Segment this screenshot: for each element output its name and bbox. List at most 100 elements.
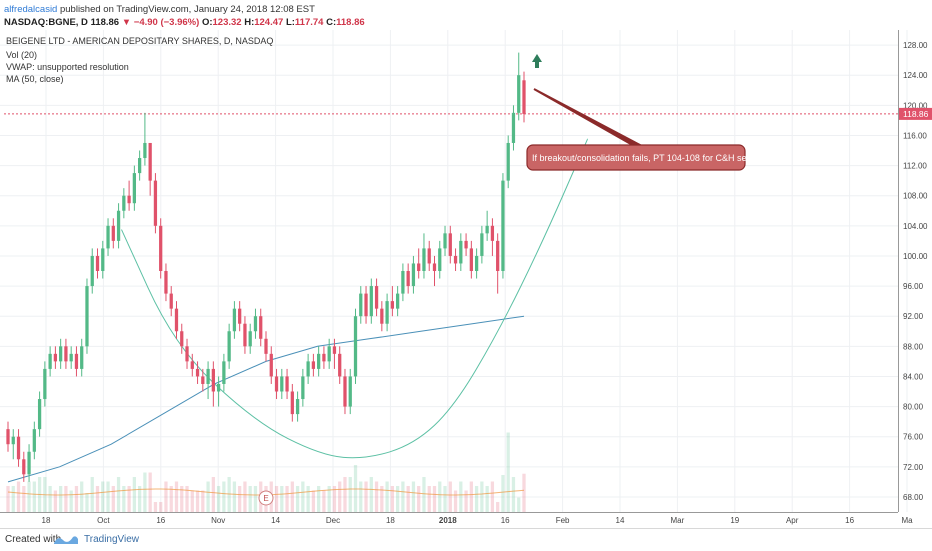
volume-bar	[501, 475, 505, 512]
candle-body	[211, 368, 215, 392]
volume-bar	[417, 486, 421, 512]
candle-body	[348, 376, 352, 407]
y-tick-label: 124.00	[903, 71, 928, 80]
x-tick-label: 16	[845, 516, 854, 525]
candle-body	[317, 353, 321, 369]
high-value: 124.47	[254, 17, 284, 28]
candle-body	[438, 248, 442, 271]
price-axis[interactable]: 128.00 124.00 120.00 116.00 112.00 108.00 104.…	[903, 41, 928, 502]
volume-bar	[211, 477, 215, 512]
volume-bar	[90, 477, 94, 512]
candle-body	[159, 225, 163, 271]
candle-body	[417, 263, 421, 271]
y-tick-label: 88.00	[903, 342, 924, 351]
callout-box[interactable]	[526, 144, 746, 171]
volume-bar	[448, 481, 452, 512]
legend-vwap[interactable]: VWAP: unsupported resolution	[6, 62, 129, 72]
volume-bar	[95, 486, 100, 512]
candle-body	[506, 142, 510, 181]
candle-body	[206, 368, 210, 384]
candle-body	[432, 263, 437, 271]
symbol: NASDAQ:BGNE, D	[4, 17, 88, 28]
candle-body	[427, 248, 431, 264]
candle-body	[90, 255, 94, 287]
volume-bar	[422, 477, 426, 512]
published-text: published on TradingView.com, January 24…	[59, 4, 315, 15]
callout-text: If breakout/consolidation fails, PT 104-…	[532, 153, 759, 163]
author-link[interactable]: alfredalcasid	[4, 4, 58, 15]
candle-body	[364, 293, 368, 317]
volume-bar	[290, 481, 294, 512]
x-tick-label: 18	[386, 516, 395, 525]
volume-bar	[432, 486, 437, 512]
candle-body	[111, 225, 115, 241]
candle-body	[485, 225, 489, 234]
volume-bar	[216, 486, 221, 512]
candle-body	[59, 346, 63, 362]
open-label: O:	[201, 17, 213, 28]
candle-body	[48, 353, 52, 369]
candle-body	[459, 240, 463, 264]
candles	[6, 52, 526, 482]
volume-bar	[22, 486, 26, 512]
y-tick-label: 120.00	[903, 101, 928, 110]
y-tick-label: 128.00	[903, 41, 928, 50]
candle-body	[406, 271, 410, 287]
candle-body	[511, 112, 516, 143]
volume-bar	[59, 486, 63, 512]
time-axis[interactable]: 18 Oct 16 Nov 14 Dec 18 2018 16 Feb 14 Mar 19 Apr 16 Ma	[42, 516, 914, 525]
candle-body	[290, 391, 294, 415]
candle-body	[238, 308, 242, 324]
candle-body	[180, 331, 184, 347]
candle-body	[227, 331, 231, 362]
last-price: 118.86	[90, 17, 120, 28]
y-tick-label: 116.00	[903, 131, 927, 140]
low-label: L:	[285, 17, 295, 28]
candle-body	[295, 399, 300, 415]
volume-bar	[206, 481, 210, 512]
quote-line: NASDAQ:BGNE, D 118.86 ▼ −4.90 (−3.96%) O…	[4, 16, 928, 29]
up-arrow-icon[interactable]	[532, 54, 542, 68]
candle-body	[164, 271, 168, 294]
high-label: H:	[244, 17, 255, 28]
tradingview-brand[interactable]: TradingView	[84, 534, 140, 545]
price-chart[interactable]: BEIGENE LTD - AMERICAN DEPOSITARY SHARES…	[0, 30, 932, 526]
earnings-marker[interactable]	[258, 490, 274, 506]
candle-body	[474, 255, 479, 271]
legend-ma[interactable]: MA (50, close)	[6, 74, 64, 84]
candle-body	[6, 429, 10, 445]
legend-vol[interactable]: Vol (20)	[6, 50, 37, 60]
candle-body	[143, 142, 147, 159]
low-value: 117.74	[294, 17, 324, 28]
candle-body	[301, 376, 305, 400]
x-tick-label: 19	[730, 516, 739, 525]
volume-bar	[185, 486, 189, 512]
volume-bar	[80, 481, 84, 512]
candle-body	[322, 353, 326, 362]
candle-body	[501, 180, 505, 271]
volume-bar	[53, 490, 58, 512]
volume-bar	[411, 481, 416, 512]
candle-body	[185, 346, 189, 362]
candle-body	[32, 429, 36, 452]
volume-bar	[195, 490, 200, 512]
price-tag-label: 118.86	[903, 109, 929, 119]
candle-body	[385, 301, 389, 324]
chart-header: alfredalcasid published on TradingView.c…	[4, 3, 928, 29]
chart-background	[0, 30, 932, 526]
candle-body	[448, 233, 452, 256]
x-tick-label: 2018	[439, 516, 457, 525]
volume-bar	[48, 486, 52, 512]
volume-bar	[222, 481, 226, 512]
volume-bar	[385, 481, 389, 512]
volume-bar	[243, 481, 247, 512]
volume-bar	[132, 477, 136, 512]
volume-bar	[238, 486, 242, 512]
volume-bar	[164, 481, 168, 512]
candle-body	[138, 158, 142, 174]
candle-body	[153, 180, 158, 226]
x-tick-label: 18	[42, 516, 51, 525]
volume-bar	[285, 486, 289, 512]
volume-bar	[122, 486, 126, 512]
close-label: C:	[326, 17, 337, 28]
